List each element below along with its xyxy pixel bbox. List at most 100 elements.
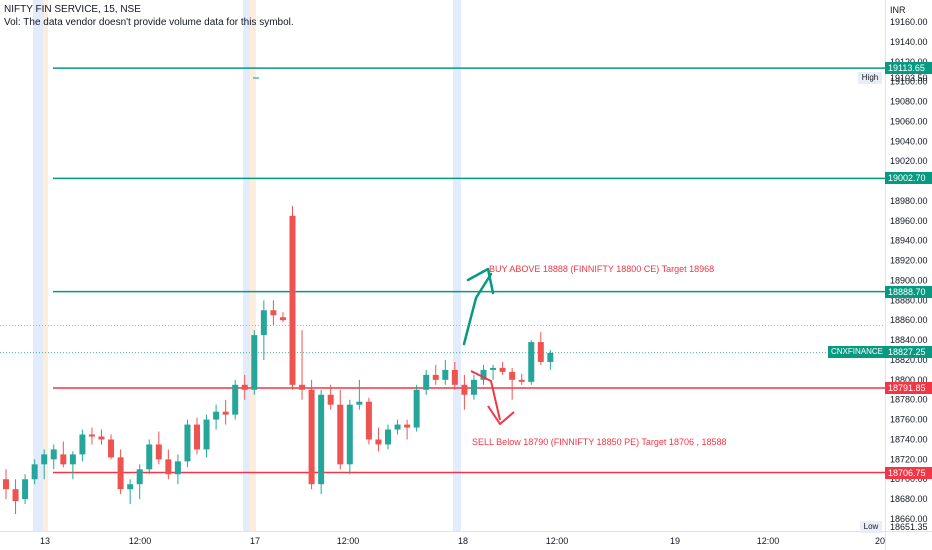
candle-body: [365, 401, 372, 440]
candle: [22, 474, 29, 505]
candle-body: [375, 439, 382, 445]
buy-arrow: [462, 288, 483, 346]
price-tick-label: 19120.00: [890, 57, 928, 67]
candle: [337, 389, 344, 470]
candle-body: [490, 367, 497, 370]
candle: [222, 399, 229, 425]
time-tick-label: 12:00: [757, 536, 780, 546]
candle: [461, 374, 468, 410]
candle: [432, 364, 439, 385]
candle: [165, 449, 172, 480]
candle-body: [480, 369, 487, 380]
time-tick-label: 13: [40, 536, 50, 546]
candle: [184, 419, 191, 468]
candle-body: [528, 342, 535, 382]
candle-body: [155, 444, 162, 460]
candle-body: [88, 434, 95, 437]
session-shade: [43, 0, 48, 531]
candle: [146, 439, 153, 475]
time-tick-label: 12:00: [337, 536, 360, 546]
candle: [318, 389, 325, 495]
time-tick-label: 18: [458, 536, 468, 546]
candle-body: [79, 434, 86, 455]
price-tick-label: 18820.00: [890, 355, 928, 365]
candle-body: [60, 454, 67, 465]
candle-body: [537, 342, 544, 362]
candle: [308, 379, 315, 490]
candle: [31, 459, 38, 485]
candle-body: [41, 454, 48, 465]
candle: [537, 332, 544, 365]
last-price-tag: 18827.25: [885, 346, 932, 358]
candle: [289, 205, 296, 390]
buy-annotation: BUY ABOVE 18888 (FINNIFTY 18800 CE) Targ…: [489, 264, 715, 274]
candle: [3, 469, 9, 500]
sell-annotation: SELL Below 18790 (FINNIFTY 18850 PE) Tar…: [472, 437, 727, 447]
low-label: Low: [860, 521, 882, 533]
candle-body: [69, 454, 76, 465]
candle-body: [461, 384, 468, 395]
level-tag: 19113.65: [885, 62, 932, 75]
candle: [69, 451, 76, 480]
currency-label: INR: [890, 5, 906, 15]
price-tick-label: 18800.00: [890, 375, 928, 385]
candle: [98, 429, 105, 445]
candle-body: [413, 389, 420, 428]
candle: [356, 379, 363, 410]
candle-body: [232, 384, 239, 415]
candle-body: [346, 404, 353, 465]
candle: [241, 374, 248, 400]
level-tag: 18706.75: [885, 466, 932, 479]
candle: [346, 399, 353, 475]
price-tick-label: 19160.00: [890, 17, 928, 27]
candle: [12, 479, 19, 515]
price-tick-label: 19080.00: [890, 97, 928, 107]
candle-body: [356, 401, 363, 405]
candle: [470, 374, 477, 400]
candle: [260, 300, 267, 360]
candle-body: [31, 464, 38, 480]
candle: [385, 424, 391, 450]
price-tick-label: 18920.00: [890, 256, 928, 266]
candle-body: [241, 384, 248, 390]
price-tick-label: 19020.00: [890, 156, 928, 166]
candle-body: [213, 411, 220, 420]
price-tick-label: 18680.00: [890, 494, 928, 504]
price-tick-label: 18940.00: [890, 236, 928, 246]
candle-body: [260, 310, 267, 336]
buy-arrow-head: [466, 267, 495, 295]
candle-body: [270, 310, 277, 316]
candle: [203, 414, 210, 458]
price-tick-label: 18960.00: [890, 216, 928, 226]
candle: [127, 479, 134, 505]
candle-body: [394, 424, 401, 430]
candle: [413, 384, 420, 432]
price-tick-label: 18840.00: [890, 335, 928, 345]
candle: [528, 340, 535, 385]
candle: [174, 454, 181, 485]
candle: [41, 449, 48, 480]
candle-body: [289, 215, 296, 385]
high-label: High: [858, 72, 882, 84]
session-shade: [250, 0, 256, 531]
price-tick-label: 18660.00: [890, 514, 928, 524]
candle-body: [174, 461, 181, 475]
candle-body: [404, 424, 411, 428]
candle-body: [184, 424, 191, 462]
candle: [279, 312, 286, 323]
candle: [442, 359, 449, 385]
price-tick-label: 19060.00: [890, 116, 928, 126]
price-tick-label: 19140.00: [890, 37, 928, 47]
candle: [327, 384, 334, 410]
candle-body: [423, 374, 430, 390]
candle-body: [279, 317, 286, 321]
candle-body: [299, 384, 306, 390]
time-tick-label: 12:00: [546, 536, 569, 546]
price-tick-label: 18780.00: [890, 395, 928, 405]
candle: [299, 330, 306, 400]
candle: [194, 417, 200, 455]
candle: [50, 444, 57, 470]
candle: [136, 464, 143, 500]
candle: [79, 429, 86, 462]
